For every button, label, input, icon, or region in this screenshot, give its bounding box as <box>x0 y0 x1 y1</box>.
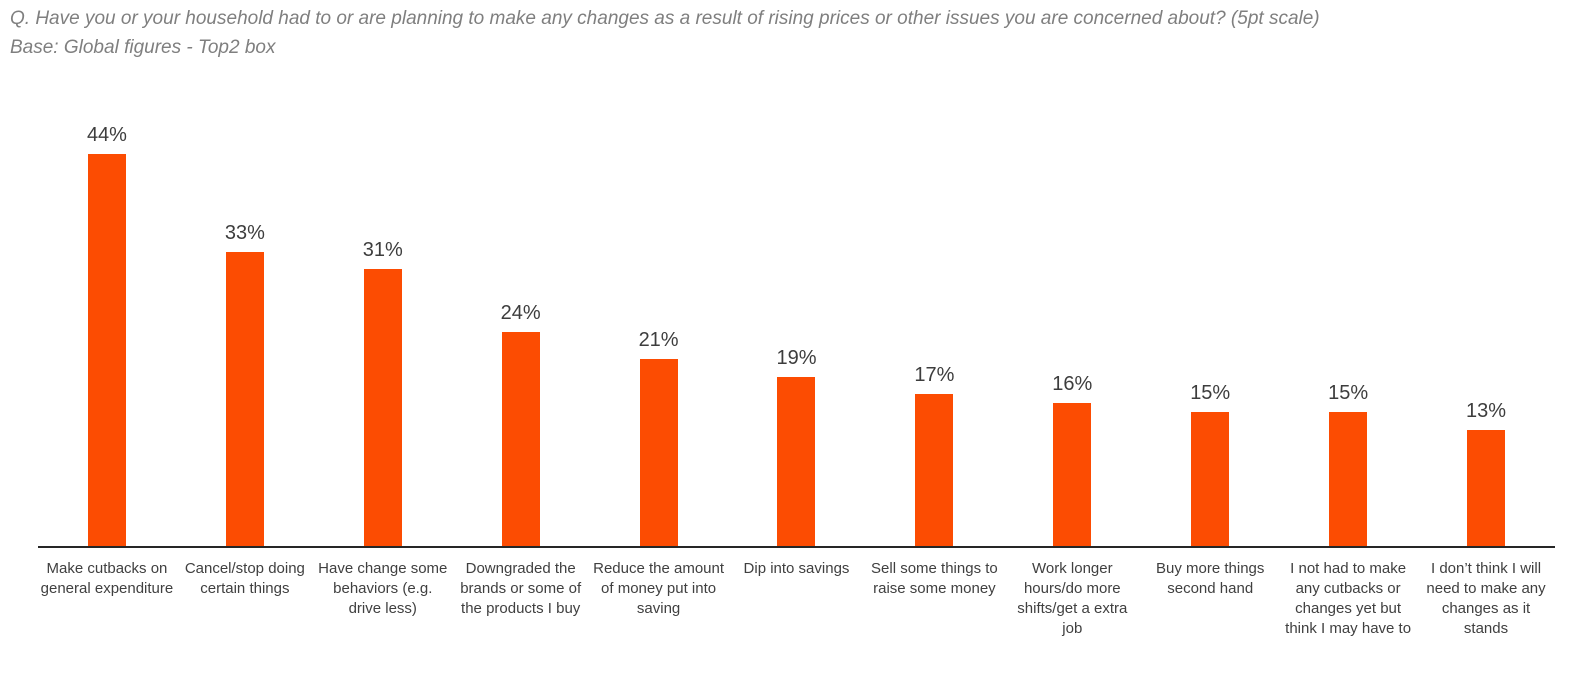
plot-area: 44% 33% 31% 24% 21% 19% 17% 16% 15% 15% 13% <box>38 100 1555 548</box>
bar-value-label: 44% <box>86 124 127 146</box>
bar-category-label: Work longer hours/do more shifts/get a e… <box>1017 560 1128 637</box>
chart-header: Q. Have you or your household had to or … <box>10 4 1320 62</box>
bar-category-label: Reduce the amount of money put into savi… <box>593 560 725 617</box>
bar-value-label: 24% <box>500 302 541 324</box>
bar-category-label: Cancel/stop doing certain things <box>184 560 305 597</box>
bar <box>777 377 816 546</box>
bar-value-label: 31% <box>362 239 403 261</box>
bar-category-label: Make cutbacks on general expenditure <box>40 560 174 597</box>
bar-value-label: 15% <box>1190 382 1231 404</box>
category-axis: Make cutbacks on general expenditure Canc… <box>38 559 1555 639</box>
chart-question-title: Q. Have you or your household had to or … <box>10 8 1320 29</box>
bar <box>363 269 402 546</box>
bar-column: 19% <box>728 347 866 546</box>
bar <box>1191 412 1230 546</box>
bar-column: 24% <box>452 302 590 546</box>
bar-value-label: 13% <box>1466 400 1507 422</box>
bar-value-label: 33% <box>224 222 265 244</box>
bar <box>87 154 126 546</box>
bar-value-label: 21% <box>638 329 679 351</box>
bar-category-label: Have change some behaviors (e.g. drive l… <box>318 560 448 617</box>
bar-chart: 44% 33% 31% 24% 21% 19% 17% 16% 15% 15% 13% Make c… <box>38 100 1555 639</box>
bar-value-label: 17% <box>914 364 955 386</box>
bar <box>639 359 678 546</box>
bar <box>915 394 954 546</box>
bar-category-label: Dip into savings <box>743 560 850 577</box>
bar-column: 31% <box>314 239 452 546</box>
bar-category-label: I don’t think I will need to make any ch… <box>1426 560 1546 637</box>
bar-value-label: 15% <box>1328 382 1369 404</box>
bar <box>225 252 264 546</box>
bar-category-label: Buy more things second hand <box>1156 560 1265 597</box>
bar <box>1053 403 1092 546</box>
chart-base-subtitle: Base: Global figures - Top2 box <box>10 37 276 58</box>
bar-value-label: 16% <box>1052 373 1093 395</box>
bar <box>501 332 540 546</box>
bar-value-label: 19% <box>776 347 817 369</box>
bar-column: 21% <box>590 329 728 546</box>
bar-column: 17% <box>865 364 1003 546</box>
bar <box>1467 430 1506 546</box>
bar-column: 15% <box>1141 382 1279 546</box>
bar-column: 13% <box>1417 400 1555 546</box>
bar-category-label: Sell some things to raise some money <box>871 560 998 597</box>
bar-column: 16% <box>1003 373 1141 546</box>
bar <box>1329 412 1368 546</box>
bar-category-label: Downgraded the brands or some of the pro… <box>460 560 582 617</box>
bar-column: 15% <box>1279 382 1417 546</box>
bar-column: 33% <box>176 222 314 546</box>
bar-category-label: I not had to make any cutbacks or change… <box>1285 560 1412 637</box>
bar-column: 44% <box>38 124 176 546</box>
